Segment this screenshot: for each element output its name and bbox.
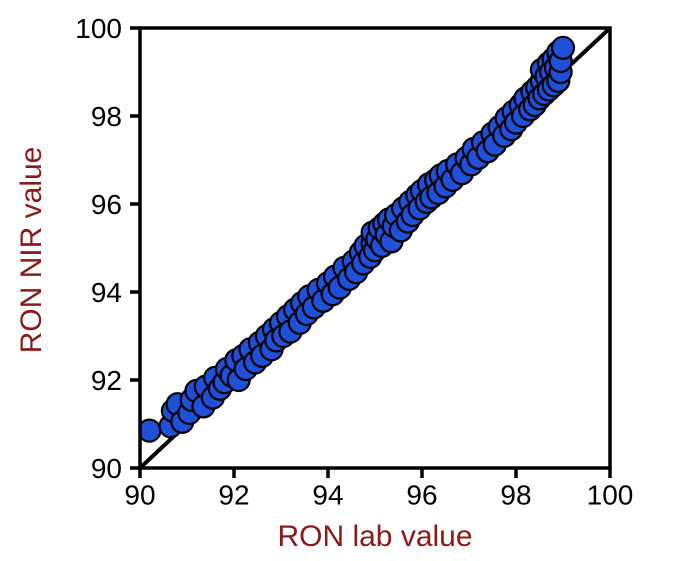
chart-svg: 90 92 94 96 98 100 90 92 94 96 98 100 — [0, 0, 681, 561]
y-tick-label: 96 — [91, 189, 122, 220]
scatter-chart: 90 92 94 96 98 100 90 92 94 96 98 100 RON NIR value… — [0, 0, 681, 561]
x-tick-label: 92 — [218, 480, 249, 511]
x-tick-label: 98 — [500, 480, 531, 511]
x-axis-label: RON lab value — [140, 520, 610, 554]
y-axis-label: RON NIR value — [15, 30, 49, 470]
y-tick-label: 92 — [91, 365, 122, 396]
x-tick-label: 100 — [587, 480, 634, 511]
y-tick-label: 100 — [75, 13, 122, 44]
x-tick-label: 94 — [312, 480, 343, 511]
x-tick-label: 96 — [406, 480, 437, 511]
y-tick-label: 90 — [91, 453, 122, 484]
x-tick-label: 90 — [124, 480, 155, 511]
y-tick-label: 94 — [91, 277, 122, 308]
y-tick-label: 98 — [91, 101, 122, 132]
